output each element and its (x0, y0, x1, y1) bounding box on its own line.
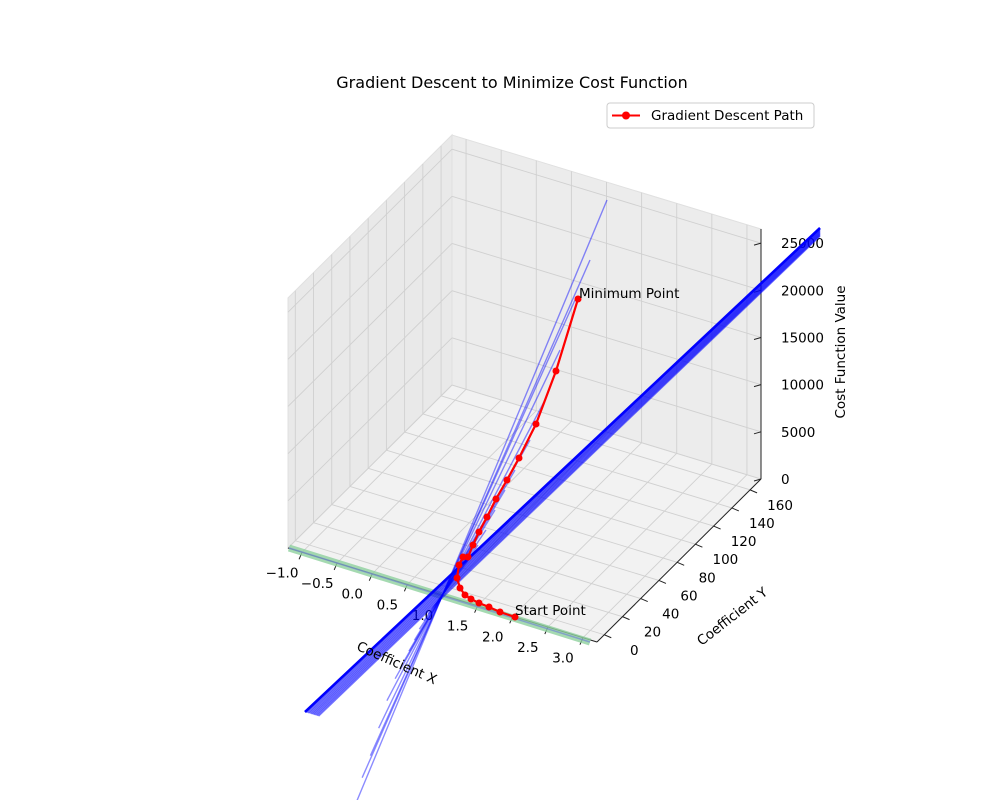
x-tick-label: 2.0 (482, 629, 503, 645)
gridline (451, 243, 762, 338)
surface-edge-line (304, 227, 821, 713)
y-tick (676, 561, 685, 566)
legend-marker (622, 111, 630, 120)
gridline (407, 420, 572, 585)
gridline (451, 148, 762, 244)
gridline (287, 196, 453, 360)
surface-fan-line (386, 399, 546, 702)
y-axis-label: Coefficient Y (694, 584, 771, 649)
data-point (515, 454, 523, 462)
x-tick-label: −1.0 (266, 565, 299, 581)
chart-title: Gradient Descent to Minimize Cost Functi… (336, 73, 687, 92)
data-point (503, 476, 511, 484)
data-point (492, 495, 500, 503)
z-tick (753, 384, 762, 388)
surface-edge-line (317, 235, 821, 717)
minimum-point-label: Minimum Point (579, 286, 679, 302)
legend: Gradient Descent Path (606, 102, 815, 129)
x-tick-label: 2.5 (517, 640, 538, 656)
surface-fan-line (361, 259, 591, 778)
data-point (459, 553, 467, 561)
y-tick (604, 634, 612, 639)
gridline (451, 337, 762, 433)
z-tick-label: 15000 (781, 330, 824, 346)
y-tick-label: 160 (767, 498, 793, 514)
y-tick (749, 489, 758, 494)
legend-label: Gradient Descent Path (651, 108, 803, 124)
y-tick-label: 60 (680, 588, 697, 604)
gridline (451, 290, 762, 386)
z-tick-label: 20000 (781, 283, 824, 299)
surface-fan-line (378, 349, 561, 729)
y-tick (658, 579, 667, 584)
gridline (287, 148, 453, 313)
annotations: Start Point Minimum Point (515, 286, 679, 619)
y-tick-label: 0 (630, 643, 639, 659)
z-tick (753, 431, 762, 435)
x-tick-label: 3.0 (552, 651, 573, 667)
data-point (475, 528, 483, 536)
gridline (336, 399, 502, 564)
z-tick (753, 242, 762, 246)
y-tick (622, 616, 630, 621)
data-point (453, 574, 461, 582)
data-point (511, 613, 519, 621)
z-tick-label: 10000 (781, 378, 824, 394)
y-tick (731, 507, 740, 512)
y-tick (640, 598, 648, 602)
z-axis-label: Cost Function Value (833, 285, 849, 418)
data-point (485, 603, 493, 611)
y-tick-label: 20 (644, 625, 661, 641)
z-tick (753, 337, 762, 340)
gridline (582, 474, 748, 639)
gridline (477, 442, 642, 607)
gridline (287, 384, 453, 549)
gridline (301, 388, 467, 553)
y-tick-label: 100 (713, 552, 739, 568)
y-tick (695, 543, 703, 548)
x-tick-label: 0.5 (377, 597, 398, 613)
axis-panes (287, 133, 762, 643)
gridline (547, 463, 713, 628)
data-point (455, 561, 463, 569)
data-point (461, 591, 469, 599)
gridline (371, 410, 537, 574)
data-point (496, 608, 504, 616)
data-point (552, 367, 560, 375)
y-tick-label: 140 (749, 516, 775, 532)
x-tick-label: 1.5 (447, 619, 468, 635)
data-point (467, 595, 475, 603)
gridline (512, 453, 678, 617)
x-tick-label: −0.5 (301, 576, 334, 592)
data-point (464, 553, 472, 561)
gridline (287, 290, 453, 454)
data-point (469, 541, 477, 549)
gridline (287, 243, 453, 407)
gridline (287, 337, 453, 502)
gradient-descent-series (453, 295, 582, 621)
z-tick-label: 0 (781, 472, 790, 488)
y-tick-label: 40 (662, 607, 679, 623)
gridline (451, 195, 762, 291)
y-axis-line (596, 478, 762, 643)
data-point (475, 599, 483, 607)
y-tick-label: 80 (699, 570, 716, 586)
surface-fan-line (369, 299, 576, 756)
legend-box (606, 102, 815, 129)
data-point (456, 584, 464, 592)
data-point (483, 513, 491, 521)
start-point-label: Start Point (515, 603, 586, 619)
data-point (532, 420, 540, 428)
y-tick-label: 120 (731, 534, 757, 550)
x-tick-label: 0.0 (342, 587, 363, 603)
surface-fan-line (356, 199, 608, 800)
z-tick-label: 5000 (781, 425, 815, 441)
cost-surface (287, 199, 821, 800)
z-tick (753, 478, 762, 482)
y-tick (713, 525, 721, 530)
data-point (574, 295, 582, 303)
